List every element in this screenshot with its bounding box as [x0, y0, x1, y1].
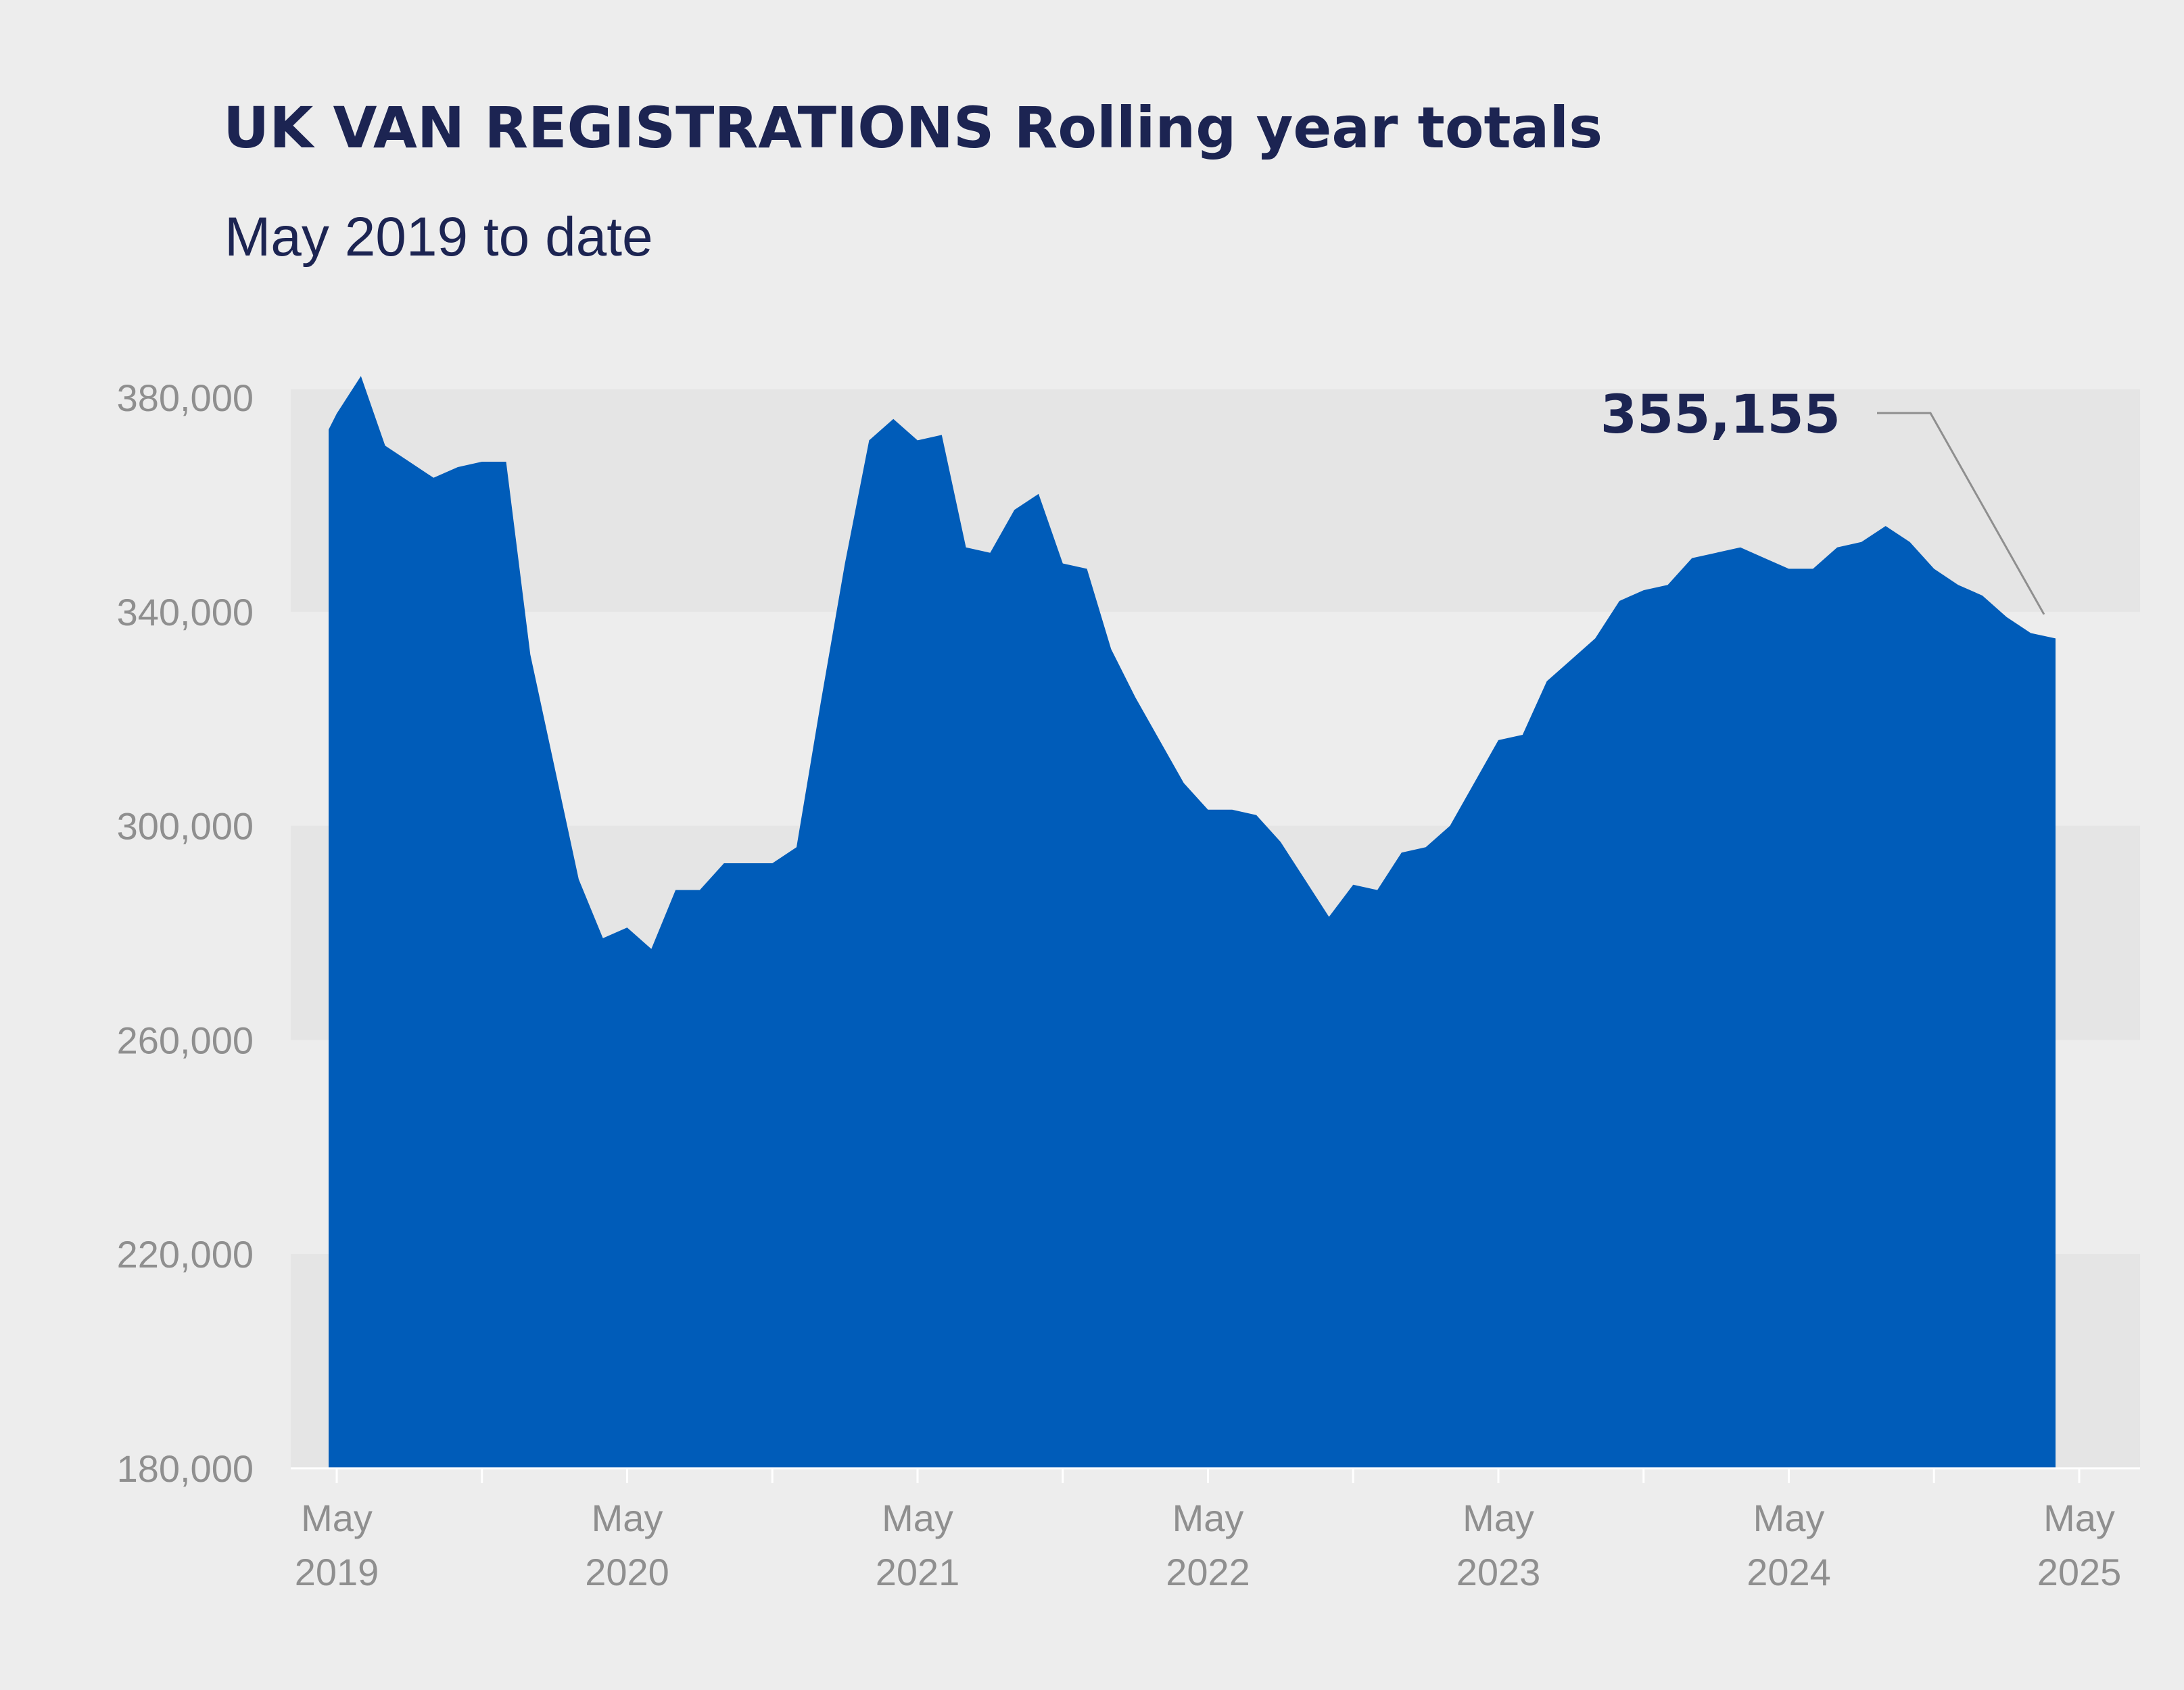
x-tick-label-year: 2025	[2037, 1551, 2122, 1593]
x-tick-label-month: May	[592, 1497, 663, 1539]
area-layer	[329, 376, 2056, 1468]
x-tick-label-month: May	[1172, 1497, 1244, 1539]
x-tick-label-year: 2023	[1456, 1551, 1541, 1593]
x-tick-label-year: 2020	[585, 1551, 669, 1593]
y-tick-label: 180,000	[117, 1447, 254, 1490]
x-tick-label-month: May	[1753, 1497, 1825, 1539]
y-tick-label: 300,000	[117, 805, 254, 848]
y-tick-label: 380,000	[117, 377, 254, 419]
x-axis: May 2019 May 2020 May 2021 May 2022 May 2023 May 20…	[291, 1467, 2140, 1593]
annotation-layer: 355,155	[1600, 385, 2045, 615]
x-tick-label-year: 2024	[1747, 1551, 1831, 1593]
latest-value-callout: 355,155	[1600, 385, 1841, 445]
series-area	[329, 376, 2056, 1468]
chart-subtitle: May 2019 to date	[224, 206, 653, 268]
x-tick-label-month: May	[301, 1497, 373, 1539]
x-tick-label-year: 2021	[876, 1551, 960, 1593]
y-tick-label: 260,000	[117, 1019, 254, 1061]
x-tick-label-year: 2022	[1166, 1551, 1250, 1593]
y-tick-label: 220,000	[117, 1233, 254, 1276]
callout-leader-line	[1877, 412, 2045, 615]
x-tick-label-year: 2019	[295, 1551, 379, 1593]
x-tick-label-month: May	[2043, 1497, 2115, 1539]
y-tick-label: 340,000	[117, 591, 254, 633]
chart-title: UK VAN REGISTRATIONS Rolling year totals	[223, 95, 1603, 161]
x-tick-label-month: May	[882, 1497, 953, 1539]
y-axis: 380,000 340,000 300,000 260,000 220,000 180,0…	[117, 377, 254, 1490]
x-tick-label-month: May	[1463, 1497, 1534, 1539]
